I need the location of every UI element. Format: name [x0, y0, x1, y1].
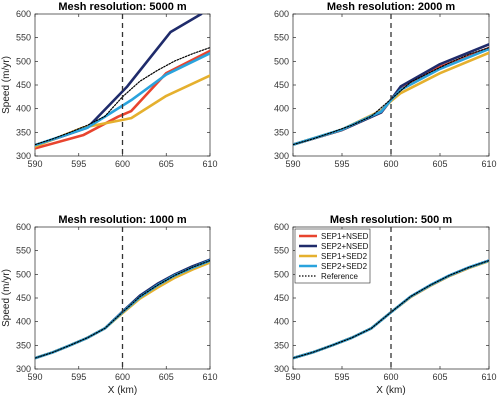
y-tick-label: 300	[16, 364, 31, 374]
series-line-sep2-sed2	[35, 51, 210, 147]
x-tick-label: 595	[334, 372, 349, 382]
legend-entry: SEP1+SED2	[321, 252, 368, 261]
x-tick-label: 610	[202, 159, 217, 169]
y-tick-label: 500	[16, 269, 31, 279]
y-tick-label: 400	[274, 317, 289, 327]
x-tick-label: 610	[202, 372, 217, 382]
chart-title: Mesh resolution: 1000 m	[58, 214, 187, 226]
y-tick-label: 550	[274, 33, 289, 43]
x-tick-label: 605	[159, 159, 174, 169]
chart-panel-2: Mesh resolution: 2000 m 590 595 600 605 610 30…	[274, 1, 497, 169]
chart-title: Mesh resolution: 2000 m	[327, 1, 456, 13]
x-tick-label: 605	[432, 159, 447, 169]
legend-entry: SEP2+SED2	[321, 262, 368, 271]
chart-panel-1: Mesh resolution: 5000 m 590 595 600 605 610 30…	[1, 1, 218, 169]
series-group	[35, 14, 210, 150]
y-axis-label: Speed (m/yr)	[1, 56, 12, 114]
y-tick-label: 500	[274, 56, 289, 66]
x-tick-label: 595	[71, 159, 86, 169]
y-tick-label: 450	[274, 293, 289, 303]
y-tick-label: 600	[274, 222, 289, 232]
legend-entry: SEP2+NSED	[321, 242, 369, 251]
legend: SEP1+NSEDSEP2+NSEDSEP1+SED2SEP2+SED2Refe…	[294, 228, 371, 284]
series-line-sep1-nsed	[35, 49, 210, 150]
y-tick-label: 450	[274, 80, 289, 90]
y-tick-label: 550	[16, 246, 31, 256]
chart-panel-4: Mesh resolution: 500 m 590 595 600 605 610 300…	[274, 214, 497, 396]
x-axis-label: X (km)	[376, 385, 405, 396]
x-tick-label: 600	[383, 372, 398, 382]
y-tick-label: 300	[274, 364, 289, 374]
x-tick-label: 595	[71, 372, 86, 382]
y-tick-label: 400	[274, 104, 289, 114]
y-axis-label: Speed (m/yr)	[1, 269, 12, 327]
chart-panel-3: Mesh resolution: 1000 m 590 595 600 605 610 30…	[1, 214, 218, 396]
legend-entry: Reference	[321, 272, 358, 281]
x-tick-label: 610	[481, 159, 496, 169]
y-tick-label: 300	[274, 151, 289, 161]
x-tick-label: 610	[481, 372, 496, 382]
y-tick-label: 350	[274, 127, 289, 137]
y-tick-label: 550	[16, 33, 31, 43]
chart-title: Mesh resolution: 5000 m	[58, 1, 187, 13]
y-tick-label: 400	[16, 317, 31, 327]
x-tick-label: 605	[432, 372, 447, 382]
x-tick-label: 600	[115, 159, 130, 169]
y-tick-label: 350	[16, 127, 31, 137]
x-tick-label: 590	[285, 159, 300, 169]
y-tick-label: 600	[274, 9, 289, 19]
y-tick-label: 500	[16, 56, 31, 66]
x-tick-label: 600	[383, 159, 398, 169]
y-tick-label: 300	[16, 151, 31, 161]
x-tick-label: 595	[334, 159, 349, 169]
x-tick-label: 590	[285, 372, 300, 382]
y-tick-label: 550	[274, 246, 289, 256]
series-line-sep2-sed2	[293, 47, 489, 146]
x-axis-label: X (km)	[108, 385, 137, 396]
legend-entry: SEP1+NSED	[321, 232, 369, 241]
y-tick-label: 350	[274, 340, 289, 350]
y-tick-label: 450	[16, 80, 31, 90]
y-tick-label: 500	[274, 269, 289, 279]
x-tick-label: 605	[159, 372, 174, 382]
x-tick-label: 600	[115, 372, 130, 382]
y-tick-label: 600	[16, 9, 31, 19]
chart-title: Mesh resolution: 500 m	[330, 214, 452, 226]
y-tick-label: 400	[16, 104, 31, 114]
y-tick-label: 600	[16, 222, 31, 232]
y-tick-label: 450	[16, 293, 31, 303]
y-tick-label: 350	[16, 340, 31, 350]
x-tick-label: 590	[27, 159, 42, 169]
x-tick-label: 590	[27, 372, 42, 382]
